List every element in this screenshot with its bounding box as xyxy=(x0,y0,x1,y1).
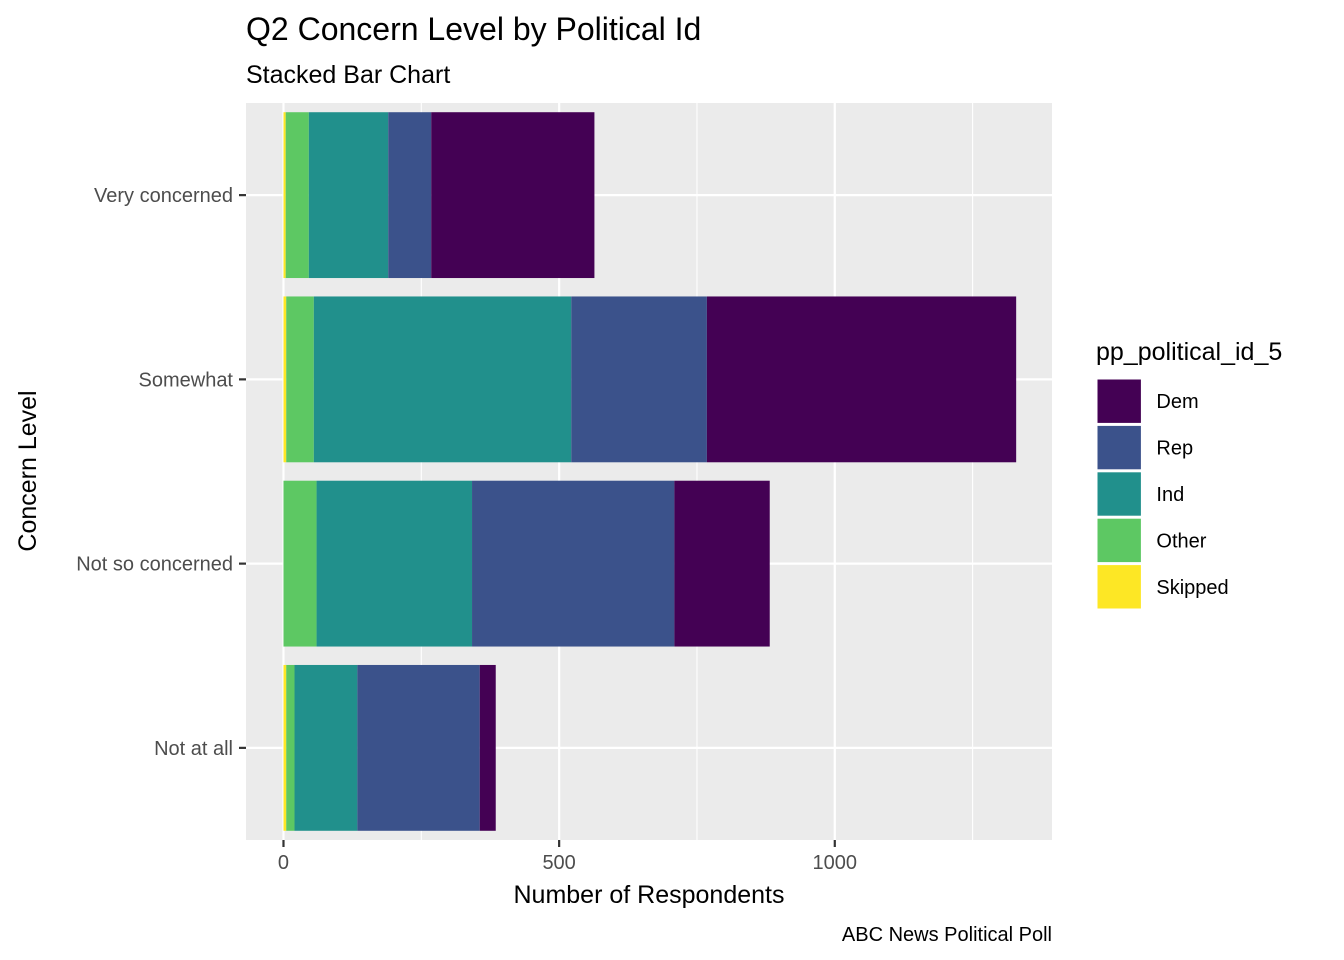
chart-title: Q2 Concern Level by Political Id xyxy=(246,11,701,47)
bars xyxy=(283,112,1017,831)
legend-swatch-dem xyxy=(1097,379,1141,423)
bar-segment-other xyxy=(283,480,317,647)
bar-segment-dem xyxy=(706,296,1017,463)
y-tick-label: Very concerned xyxy=(94,185,233,207)
y-tick-label: Not at all xyxy=(154,738,233,760)
bar-segment-dem xyxy=(431,112,595,279)
legend-swatch-rep xyxy=(1097,425,1141,470)
y-axis: Very concerned Somewhat Not so concerned No… xyxy=(76,185,246,760)
bar-segment-other xyxy=(286,296,314,463)
x-axis-title: Number of Respondents xyxy=(514,881,785,909)
bar-segment-skipped xyxy=(283,112,286,279)
legend-label-dem: Dem xyxy=(1156,391,1198,413)
legend-swatch-skipped xyxy=(1097,565,1141,609)
x-axis: 0 500 1000 xyxy=(278,840,857,874)
legend-label-ind: Ind xyxy=(1156,484,1184,506)
bar-segment-ind xyxy=(294,664,358,831)
bar-segment-dem xyxy=(674,480,770,647)
bar-segment-ind xyxy=(316,480,473,647)
bar-segment-other xyxy=(286,664,295,831)
bar-segment-dem xyxy=(479,664,496,831)
bar-segment-ind xyxy=(313,296,572,463)
legend: pp_political_id_5 Dem Rep Ind Other Skipped xyxy=(1096,338,1282,610)
x-tick-label: 0 xyxy=(278,852,289,874)
y-tick-label: Somewhat xyxy=(139,369,234,391)
bar-segment-rep xyxy=(357,664,480,831)
y-tick-label: Not so concerned xyxy=(76,554,233,576)
chart-subtitle: Stacked Bar Chart xyxy=(246,61,450,89)
legend-label-rep: Rep xyxy=(1156,438,1193,460)
bar-segment-skipped xyxy=(283,296,287,463)
bar-segment-rep xyxy=(472,480,675,647)
x-tick-label: 500 xyxy=(542,852,575,874)
chart-caption: ABC News Political Poll xyxy=(842,924,1052,946)
x-tick-label: 1000 xyxy=(813,852,858,874)
legend-label-skipped: Skipped xyxy=(1156,577,1228,599)
bar-segment-ind xyxy=(308,112,389,279)
bar-segment-skipped xyxy=(283,664,287,831)
y-axis-title: Concern Level xyxy=(14,390,42,551)
legend-swatch-ind xyxy=(1097,472,1141,516)
bar-segment-rep xyxy=(388,112,432,279)
legend-title: pp_political_id_5 xyxy=(1096,338,1282,366)
legend-swatch-other xyxy=(1097,518,1141,563)
legend-label-other: Other xyxy=(1156,530,1206,552)
bar-segment-rep xyxy=(571,296,707,463)
bar-segment-other xyxy=(285,112,309,279)
